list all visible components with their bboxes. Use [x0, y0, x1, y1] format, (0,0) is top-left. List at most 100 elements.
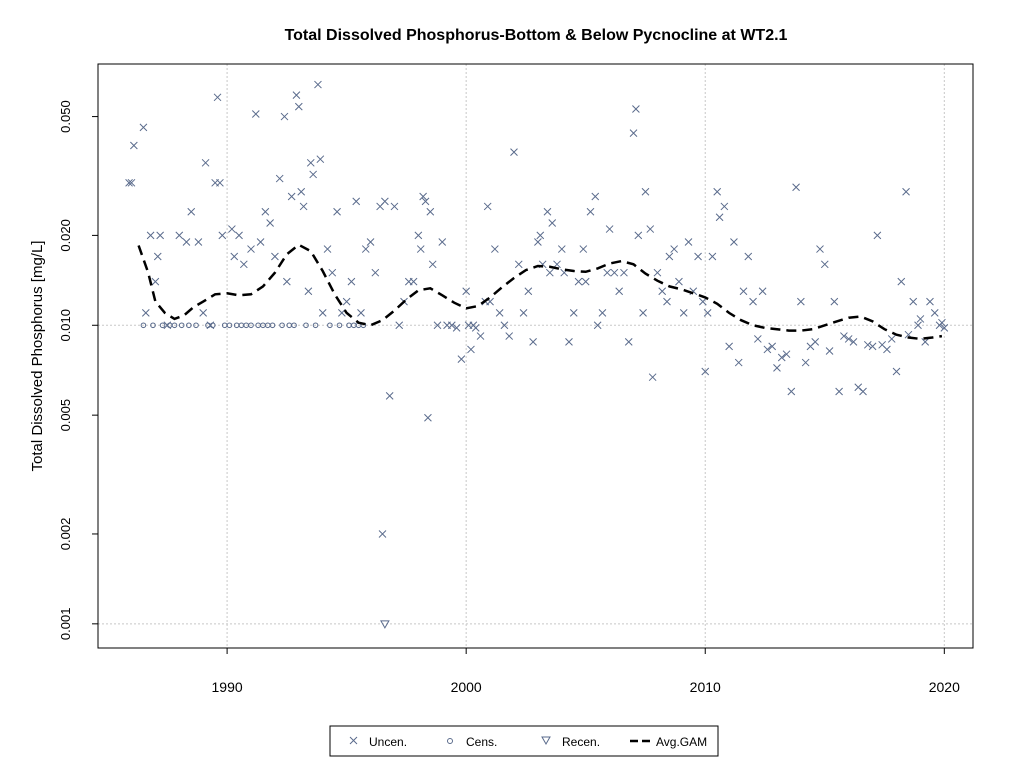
uncensored-point	[261, 207, 270, 216]
circle-marker-icon	[447, 738, 453, 744]
y-tick-label: 0.010	[58, 309, 73, 342]
uncensored-point	[641, 187, 650, 196]
uncensored-point	[130, 141, 138, 150]
uncensored-point	[639, 309, 647, 317]
legend-label-cens: Cens.	[466, 735, 497, 749]
uncensored-point	[930, 309, 939, 317]
censored-point	[171, 322, 178, 329]
uncensored-point	[653, 268, 662, 277]
uncensored-point	[909, 297, 918, 306]
uncensored-point	[753, 335, 762, 343]
uncensored-point	[366, 238, 375, 246]
uncensored-point	[605, 225, 614, 233]
uncensored-point	[820, 260, 829, 269]
uncensored-point	[361, 245, 370, 253]
uncensored-point	[730, 238, 738, 246]
uncensored-point	[844, 335, 853, 343]
uncensored-point	[395, 321, 404, 330]
uncensored-point	[251, 110, 260, 118]
uncensored-point	[266, 219, 274, 227]
censored-point	[248, 322, 254, 329]
uncensored-point	[581, 277, 590, 286]
uncensored-point	[921, 337, 930, 346]
x-tick-label: 1990	[212, 679, 243, 695]
uncensored-point	[548, 219, 557, 227]
censored-point	[209, 322, 216, 329]
legend-box	[329, 725, 719, 757]
uncensored-point	[125, 178, 133, 187]
uncensored-point	[316, 155, 325, 164]
uncensored-point	[230, 252, 239, 261]
uncensored-point	[658, 287, 667, 296]
uncensored-point	[483, 202, 492, 211]
uncensored-point	[536, 231, 545, 240]
x-tick-label: 2000	[451, 679, 482, 695]
uncensored-point	[825, 347, 834, 355]
censored-point	[279, 322, 285, 329]
uncensored-point	[328, 268, 337, 277]
recensored-point	[380, 620, 390, 629]
y-tick-label: 0.002	[58, 518, 73, 551]
uncensored-point	[892, 367, 901, 376]
uncensored-point	[579, 245, 588, 253]
uncensored-point	[141, 309, 150, 317]
uncensored-point	[684, 238, 693, 246]
uncensored-point	[385, 392, 394, 400]
y-tick-label: 0.020	[58, 219, 73, 252]
y-axis-label: Total Dissolved Phosphorus [mg/L]	[29, 241, 46, 472]
uncensored-point	[897, 277, 906, 286]
uncensored-point	[421, 197, 430, 206]
uncensored-point	[863, 340, 872, 349]
reference-lines	[98, 324, 973, 625]
uncensored-point	[352, 197, 361, 206]
uncensored-point	[768, 342, 777, 351]
uncensored-point	[782, 350, 791, 359]
uncensored-point	[342, 297, 351, 306]
uncensored-point	[194, 238, 203, 246]
uncensored-point	[213, 93, 222, 102]
uncensored-point	[883, 345, 891, 354]
uncensored-point	[902, 187, 910, 196]
uncensored-point	[447, 321, 456, 330]
chart-title: Total Dissolved Phosphorus-Bottom & Belo…	[285, 27, 788, 44]
uncensored-point	[840, 332, 848, 340]
censored-point	[303, 322, 309, 329]
censored-point	[150, 322, 156, 329]
uncensored-point	[424, 413, 432, 422]
x-tick-label: 2020	[929, 679, 960, 695]
uncensored-point	[280, 112, 289, 121]
x-axis: 1990 2000 2010 2020	[212, 648, 960, 695]
uncensored-point	[495, 309, 504, 317]
uncensored-point	[438, 238, 447, 246]
uncensored-point	[309, 170, 318, 179]
uncensored-point	[218, 231, 227, 240]
censored-point	[193, 322, 199, 329]
uncensored-point	[777, 353, 786, 362]
legend-label-gam: Avg.GAM	[656, 735, 707, 749]
uncensored-point	[414, 231, 423, 240]
uncensored-point	[797, 297, 805, 306]
uncensored-point	[926, 297, 934, 306]
x-tick-label: 2010	[690, 679, 721, 695]
uncensored-point	[610, 268, 619, 277]
uncensored-point	[534, 238, 542, 246]
legend-item-cens: Cens.	[447, 735, 497, 749]
uncensored-point	[416, 245, 425, 253]
censored-point	[269, 322, 276, 329]
uncensored-point	[593, 321, 602, 330]
uncensored-point	[471, 324, 480, 332]
uncensored-point	[476, 332, 485, 340]
uncensored-point	[153, 252, 162, 261]
uncensored-point	[201, 158, 210, 167]
uncensored-point	[849, 337, 858, 346]
uncensored-point	[603, 268, 612, 277]
censored-point	[186, 322, 192, 329]
censored-point	[327, 322, 333, 329]
uncensored-point	[665, 252, 674, 261]
uncensored-point	[146, 231, 155, 240]
uncensored-point	[378, 530, 387, 538]
uncensored-point	[773, 364, 781, 372]
legend-label-recen: Recen.	[562, 735, 600, 749]
uncensored-point	[887, 335, 896, 343]
